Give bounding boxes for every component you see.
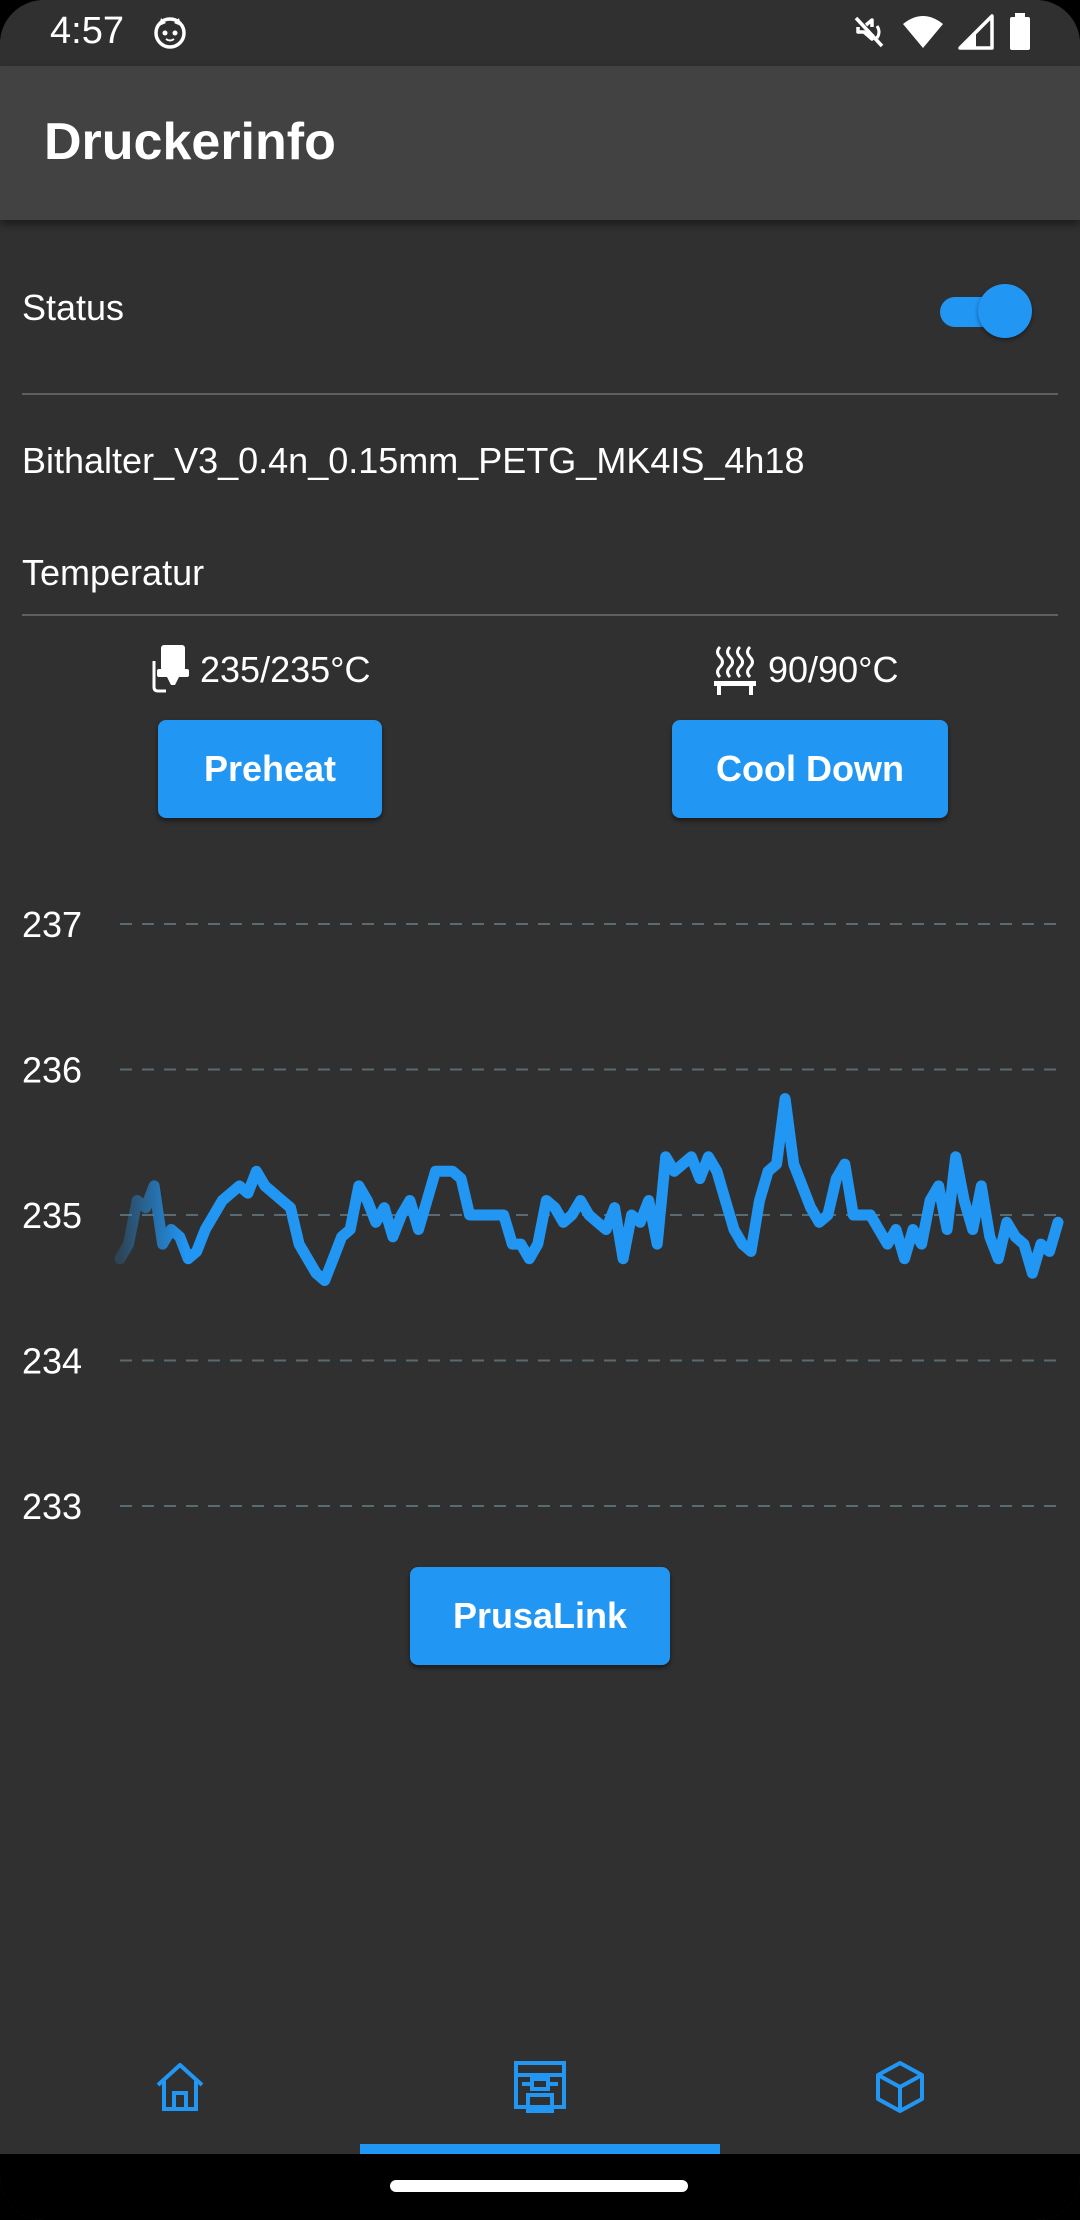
cool-down-button[interactable]: Cool Down	[672, 720, 948, 818]
wifi-icon	[903, 16, 943, 48]
chart-y-tick-label: 233	[22, 1486, 82, 1527]
preheat-button[interactable]: Preheat	[158, 720, 382, 818]
nav-model[interactable]	[720, 2020, 1080, 2154]
chart-y-tick-label: 236	[22, 1050, 82, 1091]
signal-icon	[958, 14, 994, 50]
chart-y-tick-label: 234	[22, 1341, 82, 1382]
system-status-bar: 4:57	[0, 0, 1080, 66]
heatbed-icon	[714, 645, 756, 695]
printer-icon	[514, 2061, 566, 2113]
nozzle-icon	[152, 645, 189, 693]
temperature-heading: Temperatur	[22, 552, 205, 593]
nozzle-temperature-value: 235/235°C	[200, 649, 371, 690]
status-icons	[848, 12, 1032, 52]
toggle-thumb	[978, 284, 1032, 338]
chart-y-tick-label: 237	[22, 904, 82, 945]
home-icon	[156, 2063, 204, 2111]
status-toggle[interactable]	[932, 283, 1032, 339]
divider	[22, 614, 1058, 616]
divider	[22, 393, 1058, 395]
clock: 4:57	[50, 10, 124, 52]
nozzle-temperature: 235/235°C	[150, 640, 371, 700]
temperature-chart: 237 236 235 234 233	[22, 904, 1064, 1527]
status-label: Status	[22, 287, 125, 328]
status-row: Status	[22, 275, 1058, 341]
cube-icon	[876, 2061, 924, 2113]
bottom-navigation	[0, 2020, 1080, 2154]
battery-icon	[1010, 13, 1030, 50]
bed-temperature-value: 90/90°C	[768, 649, 899, 690]
nav-active-indicator	[360, 2144, 720, 2154]
bed-temperature: 90/90°C	[712, 640, 898, 700]
prusalink-button[interactable]: PrusaLink	[410, 1567, 670, 1665]
chart-grid	[120, 923, 1058, 1507]
home-gesture-handle[interactable]	[390, 2180, 688, 2192]
vibrate-off-icon	[854, 16, 884, 48]
page-title: Druckerinfo	[44, 113, 336, 171]
print-file-name: Bithalter_V3_0.4n_0.15mm_PETG_MK4IS_4h18	[22, 440, 805, 481]
chart-y-tick-label: 235	[22, 1195, 82, 1236]
cat-notification-icon	[154, 17, 186, 49]
nav-home[interactable]	[0, 2020, 360, 2154]
nav-printer[interactable]	[360, 2020, 720, 2154]
app-bar: Druckerinfo	[0, 66, 1080, 220]
chart-series-line	[114, 1093, 1064, 1286]
chart-y-axis: 237 236 235 234 233	[22, 904, 82, 1527]
